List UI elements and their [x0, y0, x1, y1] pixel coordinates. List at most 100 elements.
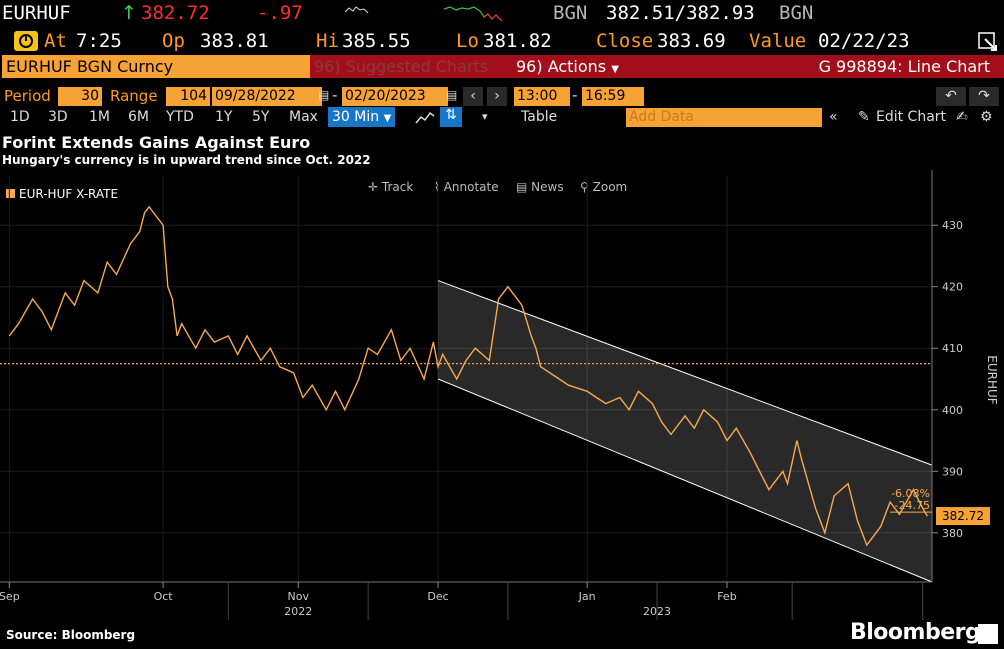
security-bar: EURHUF BGN Curncy 96) Suggested Charts 9… — [0, 55, 1004, 79]
chart-title: Forint Extends Gains Against Euro — [2, 133, 311, 152]
close-label: Close — [596, 30, 654, 52]
news-tool[interactable]: ▤ News — [516, 180, 564, 194]
intraday-sparkline-icon — [444, 6, 503, 22]
x-tick-label: Jan — [578, 590, 596, 603]
open-value: 383.81 — [200, 30, 269, 52]
last-value-label: 382.72 — [942, 509, 984, 523]
zoom-icon: ⚲ — [580, 180, 589, 194]
y-tick-label: 400 — [942, 404, 963, 417]
legend-swatch — [6, 189, 15, 198]
table-button[interactable]: Table — [521, 109, 558, 125]
suggested-charts-button[interactable]: 96) Suggested Charts — [310, 55, 512, 78]
tab-1d[interactable]: 1D — [10, 109, 30, 125]
channel-lower-line — [437, 378, 933, 583]
tick-sparkline-icon — [344, 6, 369, 14]
tab-ytd[interactable]: YTD — [166, 109, 194, 125]
y-tick-label: 390 — [942, 465, 963, 478]
zoom-tool[interactable]: ⚲ Zoom — [580, 180, 627, 194]
crosshair-icon: ✛ — [368, 180, 379, 194]
series-line — [8, 205, 928, 547]
tab-6m[interactable]: 6M — [128, 109, 149, 125]
collapse-icon[interactable]: « — [829, 109, 838, 125]
quote-date: 02/22/23 — [818, 30, 910, 52]
settings-icon[interactable]: ⚙ — [980, 109, 993, 125]
track-tool[interactable]: ✛ Track — [368, 180, 413, 194]
x-tick-label: Feb — [717, 590, 736, 603]
tab-5y[interactable]: 5Y — [252, 109, 270, 125]
legend: EUR-HUF X-RATE — [6, 187, 118, 201]
alert-icon[interactable] — [14, 31, 38, 51]
range-dash: - — [332, 86, 338, 104]
chart-id-label: G 998894: Line Chart — [818, 57, 990, 76]
pencil-icon[interactable]: ✎ — [858, 109, 870, 125]
time-start-input[interactable]: 13:00 — [514, 87, 570, 106]
end-date-input[interactable]: 02/20/2023 — [342, 87, 448, 106]
track-label: Track — [381, 180, 414, 194]
open-label: Op — [162, 30, 185, 52]
chevron-down-icon: ▼ — [383, 113, 392, 124]
y-tick-label: 430 — [942, 219, 963, 232]
net-change: -.97 — [257, 2, 303, 24]
change-abs-annotation: -24.75 — [895, 499, 930, 512]
chevron-down-icon[interactable]: ▾ — [482, 110, 488, 123]
annotate-tool[interactable]: ⌇ Annotate — [434, 180, 499, 194]
close-value: 383.69 — [657, 30, 726, 52]
x-tick-label: Dec — [427, 590, 448, 603]
channel-upper-line — [437, 280, 933, 466]
calendar-icon[interactable]: ▤ — [318, 88, 330, 102]
actions-menu[interactable]: 96) Actions ▼ — [512, 55, 638, 78]
y-axis-label: EURHUF — [985, 355, 999, 405]
bar-chart-icon[interactable]: ⇅ — [440, 107, 462, 127]
low-label: Lo — [456, 30, 479, 52]
source-label-2: BGN — [779, 2, 814, 24]
line-chart[interactable]: 380 390 400 410 420 430 EURHUF Sep Oct Nov Dec Jan F… — [0, 170, 1004, 620]
ohlc-bar: At 7:25 Op 383.81 Hi 385.55 Lo 381.82 Cl… — [0, 28, 1004, 53]
x-tick-label: Oct — [154, 590, 174, 603]
tab-max[interactable]: Max — [289, 109, 318, 125]
tab-3d[interactable]: 3D — [48, 109, 68, 125]
quote-time: 7:25 — [76, 30, 122, 52]
y-tick-label: 420 — [942, 281, 963, 294]
tab-1m[interactable]: 1M — [89, 109, 110, 125]
time-end-input[interactable]: 16:59 — [582, 87, 644, 106]
quote-bar: EURHUF ↑ 382.72 -.97 BGN 382.51/382.93 B… — [0, 0, 1004, 28]
annotate-icon: ⌇ — [434, 180, 440, 194]
range-bar: Period 30 Range 104 09/28/2022 ▤ - 02/20… — [0, 86, 1004, 106]
zoom-label: Zoom — [592, 180, 628, 194]
next-arrow-icon[interactable]: › — [487, 87, 507, 106]
last-value-badge — [936, 507, 990, 526]
tab-1y[interactable]: 1Y — [215, 109, 233, 125]
change-pct-annotation: -6.08% — [891, 487, 930, 500]
at-label: At — [44, 30, 67, 52]
add-data-input[interactable]: Add Data — [626, 108, 822, 127]
y-tick-label: 380 — [942, 527, 963, 540]
line-chart-icon[interactable] — [414, 110, 436, 126]
redo-icon[interactable]: ↷ — [969, 87, 999, 106]
timeframe-bar: 1D 3D 1M 6M YTD 1Y 5Y Max 30 Min ▼ ⇅ ▾ T… — [0, 107, 1004, 128]
high-value: 385.55 — [342, 30, 411, 52]
expand-icon[interactable] — [977, 31, 999, 51]
calendar-icon[interactable]: ▤ — [446, 88, 458, 102]
undo-icon[interactable]: ↶ — [936, 87, 966, 106]
x-tick-label: Nov — [288, 590, 310, 603]
edit-chart-button[interactable]: Edit Chart — [876, 109, 947, 125]
period-input[interactable]: 30 — [58, 87, 102, 106]
axes: 380 390 400 410 420 430 EURHUF Sep Oct Nov Dec Jan F… — [0, 170, 999, 620]
up-arrow-icon: ↑ — [121, 2, 137, 24]
ticker-label: EURHUF — [2, 2, 71, 24]
range-input[interactable]: 104 — [166, 87, 210, 106]
start-date-input[interactable]: 09/28/2022 — [212, 87, 322, 106]
trend-channel — [438, 280, 932, 582]
legend-label: EUR-HUF X-RATE — [19, 187, 119, 201]
security-field[interactable]: EURHUF BGN Curncy — [2, 55, 310, 78]
edit-icon[interactable]: ✍ — [956, 109, 968, 125]
value-label: Value — [749, 30, 807, 52]
year-label: 2022 — [284, 605, 312, 618]
last-price: 382.72 — [141, 2, 210, 24]
chevron-down-icon: ▼ — [611, 64, 619, 75]
chart-id-bar: G 998894: Line Chart — [638, 55, 1004, 78]
prev-arrow-icon[interactable]: ‹ — [463, 87, 483, 106]
interval-select[interactable]: 30 Min ▼ — [328, 107, 396, 127]
annotate-label: Annotate — [443, 180, 499, 194]
time-dash: - — [572, 86, 578, 104]
